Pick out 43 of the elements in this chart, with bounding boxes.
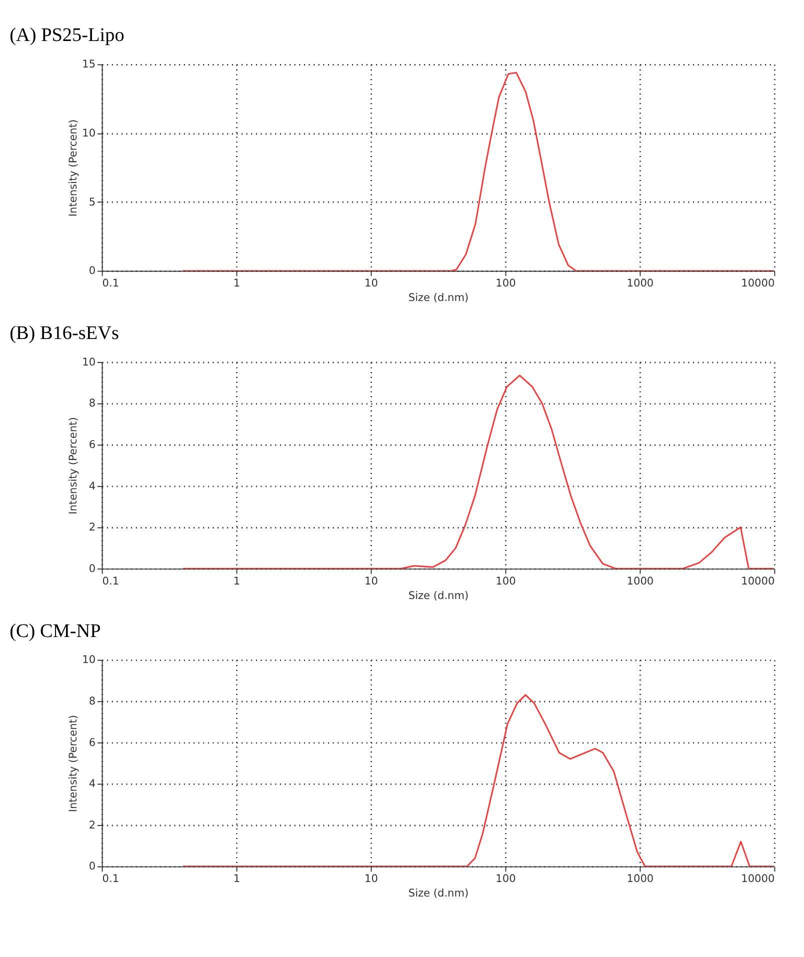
y-tick-label: 2 — [88, 522, 96, 534]
y-tick-label: 2 — [88, 819, 96, 832]
y-tick-label: 10 — [82, 654, 96, 666]
x-tick-label: 10000 — [741, 575, 775, 588]
y-tick-label: 6 — [88, 439, 96, 452]
x-tick-label: 10000 — [741, 278, 775, 290]
x-tick-label: 0.1 — [102, 575, 120, 588]
y-tick-label: 4 — [88, 778, 96, 790]
y-tick-label: 8 — [88, 695, 96, 708]
y-tick-label: 8 — [88, 398, 96, 410]
y-axis-title: Intensity (Percent) — [67, 417, 80, 514]
x-tick-label: 100 — [496, 575, 516, 588]
y-tick-label: 0 — [88, 562, 96, 575]
x-tick-label: 10 — [364, 873, 378, 886]
x-tick-label: 1 — [233, 278, 240, 290]
x-tick-label: 1000 — [626, 278, 654, 290]
x-tick-label: 100 — [496, 278, 516, 290]
x-tick-label: 0.1 — [102, 278, 120, 290]
x-tick-label: 1 — [233, 575, 240, 588]
y-tick-label: 0 — [88, 265, 96, 278]
x-axis-title: Size (d.nm) — [408, 292, 469, 304]
x-tick-label: 100 — [496, 873, 516, 886]
x-tick-label: 10000 — [741, 873, 775, 886]
y-tick-label: 4 — [88, 480, 96, 492]
x-tick-label: 1 — [233, 873, 240, 886]
y-tick-label: 10 — [82, 127, 96, 140]
y-tick-label: 6 — [88, 736, 96, 749]
x-tick-label: 1000 — [626, 575, 654, 588]
y-axis-title: Intensity (Percent) — [67, 714, 80, 812]
x-tick-label: 10 — [364, 575, 378, 588]
y-tick-label: 10 — [82, 356, 96, 368]
y-tick-label: 5 — [88, 196, 96, 208]
x-tick-label: 10 — [364, 278, 378, 290]
chart-title: (B) B16-sEVs — [10, 322, 119, 344]
x-tick-label: 0.1 — [102, 873, 120, 886]
x-axis-title: Size (d.nm) — [408, 590, 469, 602]
x-axis-title: Size (d.nm) — [408, 888, 469, 900]
y-tick-label: 15 — [82, 58, 96, 71]
chart-title: (A) PS25-Lipo — [10, 25, 124, 46]
y-axis-title: Intensity (Percent) — [67, 119, 80, 217]
y-tick-label: 0 — [88, 860, 96, 873]
chart-title: (C) CM-NP — [10, 620, 101, 642]
x-tick-label: 1000 — [626, 873, 654, 886]
